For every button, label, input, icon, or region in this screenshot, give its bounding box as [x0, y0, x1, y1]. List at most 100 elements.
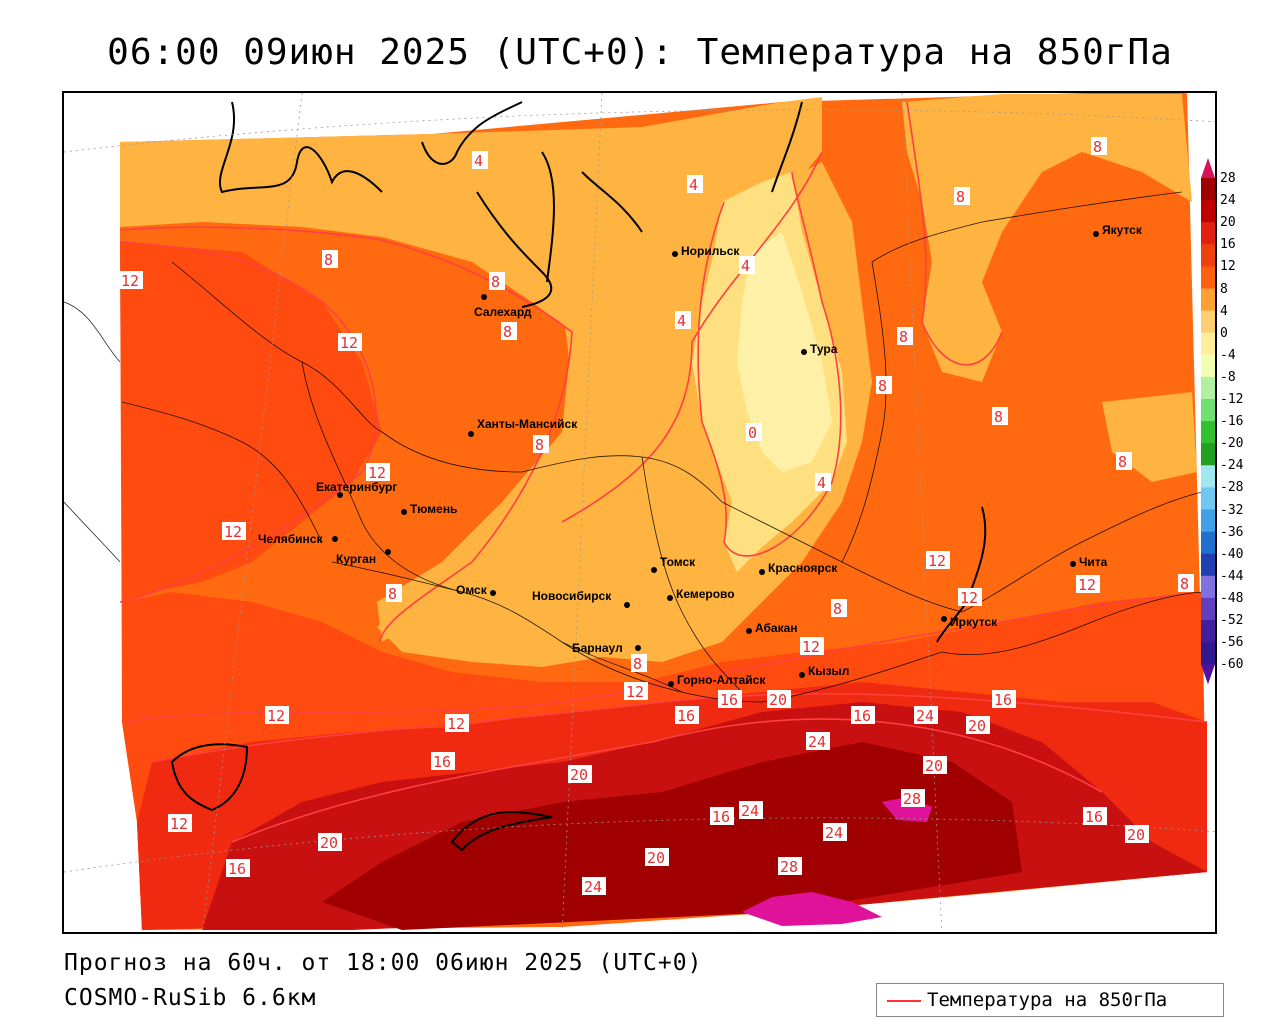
isotherm-label: 8	[1091, 137, 1107, 156]
svg-text:12: 12	[802, 638, 820, 656]
svg-text:16: 16	[677, 707, 695, 725]
scale-tick-label: -40	[1220, 546, 1244, 562]
isotherm-label: 20	[1125, 825, 1149, 844]
svg-text:0: 0	[748, 424, 757, 442]
scale-tick-label: -44	[1220, 568, 1244, 584]
scale-tick-label: 12	[1220, 259, 1236, 275]
isotherm-lines	[119, 101, 1208, 843]
scale-swatch	[1201, 620, 1215, 643]
svg-text:Омск: Омск	[456, 583, 488, 597]
scale-swatch	[1201, 288, 1215, 312]
isotherm-label: 4	[815, 473, 831, 492]
isotherm-label: 8	[631, 654, 647, 673]
svg-text:Абакан: Абакан	[755, 621, 798, 635]
city-barnaul: Барнаул	[572, 641, 641, 655]
isotherm-label: 8	[831, 599, 847, 618]
scale-swatch	[1201, 531, 1215, 555]
isotherm-label: 8	[489, 272, 505, 291]
isotherm-label: 12	[119, 271, 143, 290]
svg-text:Екатеринбург: Екатеринбург	[316, 480, 397, 494]
svg-text:8: 8	[535, 436, 544, 454]
temperature-map: Норильск Якутск Салехард Тура Ханты-Манс…	[62, 91, 1217, 934]
forecast-info: Прогноз на 60ч. от 18:00 06июн 2025 (UTC…	[64, 950, 703, 976]
svg-text:8: 8	[833, 600, 842, 618]
scale-swatch	[1201, 642, 1215, 665]
isotherm-label: 4	[739, 256, 755, 275]
svg-text:20: 20	[968, 717, 986, 735]
svg-text:16: 16	[994, 691, 1012, 709]
svg-text:Горно-Алтайск: Горно-Алтайск	[677, 673, 766, 687]
svg-text:8: 8	[899, 328, 908, 346]
svg-text:Томск: Томск	[660, 555, 696, 569]
svg-text:Тюмень: Тюмень	[410, 502, 457, 516]
isotherm-label: 8	[954, 187, 970, 206]
svg-text:8: 8	[633, 655, 642, 673]
city-salekhard: Салехард	[474, 294, 532, 319]
scale-swatch	[1201, 399, 1215, 422]
scale-swatch	[1201, 222, 1215, 245]
svg-text:8: 8	[1093, 138, 1102, 156]
isotherm-label: 8	[897, 327, 913, 346]
scale-tick-label: 28	[1220, 171, 1236, 186]
scale-top-arrow	[1201, 158, 1215, 178]
svg-text:16: 16	[228, 860, 246, 878]
svg-text:12: 12	[267, 707, 285, 725]
city-kurgan: Курган	[336, 549, 391, 566]
isotherm-label: 20	[568, 765, 592, 784]
isotherm-label: 24	[806, 732, 830, 751]
color-scale: 28 24 20 16 12 8 4 0 -4 -8 -12 -16 -20 -24 -28 -32 -36 -4…	[1198, 158, 1278, 688]
svg-text:4: 4	[677, 312, 686, 330]
isotherm-label: 8	[876, 376, 892, 395]
isotherm-label: 20	[318, 833, 342, 852]
isotherm-labels: 4 4 4 4 4 4 0 8 8 8 8 8 8 8 8 8 8 8 8 8 …	[119, 93, 1194, 896]
svg-text:Ханты-Мансийск: Ханты-Мансийск	[477, 417, 578, 431]
city-markers: Норильск Якутск Салехард Тура Ханты-Манс…	[258, 223, 1143, 687]
city-novosibirsk: Новосибирск	[532, 589, 630, 608]
isotherm-label: 20	[966, 716, 990, 735]
scale-tick-label: 24	[1220, 193, 1236, 209]
scale-swatch	[1201, 178, 1215, 201]
svg-text:20: 20	[320, 834, 338, 852]
isotherm-label: 16	[851, 706, 875, 725]
city-kyzyl: Кызыл	[799, 664, 849, 678]
svg-text:Тура: Тура	[810, 342, 838, 356]
svg-text:12: 12	[368, 464, 386, 482]
isotherm-label: 12	[366, 463, 390, 482]
city-chita: Чита	[1070, 555, 1108, 569]
isotherm-label: 16	[675, 706, 699, 725]
svg-text:Чита: Чита	[1079, 555, 1108, 569]
svg-text:Новосибирск: Новосибирск	[532, 589, 612, 603]
svg-text:4: 4	[474, 152, 483, 170]
legend-line-swatch	[887, 1000, 921, 1002]
isotherm-label: 4	[687, 175, 703, 194]
svg-text:Кызыл: Кызыл	[808, 664, 849, 678]
svg-text:16: 16	[720, 691, 738, 709]
svg-text:Салехард: Салехард	[474, 305, 532, 319]
scale-tick-label: -36	[1220, 524, 1244, 540]
isotherm-label: 8	[992, 407, 1008, 426]
svg-text:12: 12	[960, 589, 978, 607]
svg-text:24: 24	[916, 707, 934, 725]
city-omsk: Омск	[456, 583, 496, 597]
svg-text:8: 8	[1180, 575, 1189, 593]
isotherm-label: 16	[1083, 807, 1107, 826]
isotherm-label: 24	[739, 801, 763, 820]
isotherm-label: 12	[168, 814, 192, 833]
city-tomsk: Томск	[651, 555, 696, 573]
scale-tick-label: -4	[1220, 347, 1236, 363]
isotherm-label: 16	[710, 807, 734, 826]
svg-text:20: 20	[647, 849, 665, 867]
city-abakan: Абакан	[746, 621, 798, 635]
isotherm-label: 4	[472, 151, 488, 170]
map-canvas: Норильск Якутск Салехард Тура Ханты-Манс…	[64, 93, 1215, 932]
svg-text:24: 24	[808, 733, 826, 751]
city-khanty-mansiysk: Ханты-Мансийск	[468, 417, 578, 437]
svg-text:12: 12	[224, 523, 242, 541]
svg-text:20: 20	[925, 757, 943, 775]
svg-text:16: 16	[1085, 808, 1103, 826]
isotherm-label: 24	[823, 823, 847, 842]
isotherm-label: 16	[718, 690, 742, 709]
model-name: COSMO-RuSib 6.6км	[64, 985, 317, 1011]
svg-text:8: 8	[878, 377, 887, 395]
svg-text:24: 24	[825, 824, 843, 842]
